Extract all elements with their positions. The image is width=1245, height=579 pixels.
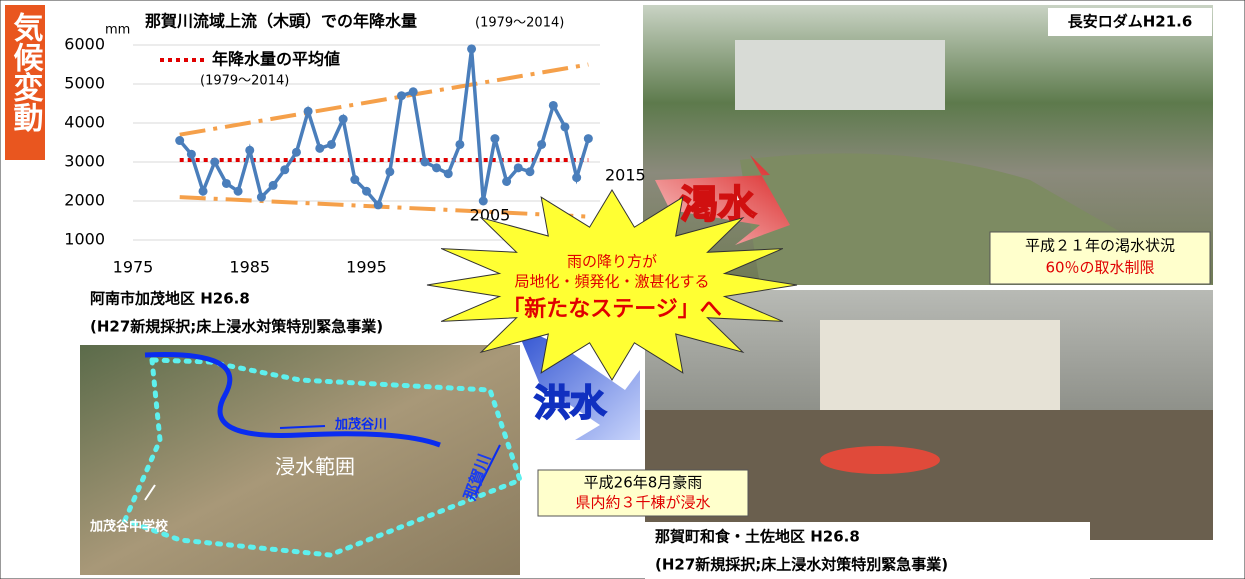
burst-text: 「新たなステージ」へ [502,296,722,322]
data-point [525,167,534,176]
data-point [502,177,511,186]
side-label: 気候変動 [8,12,44,133]
data-point [175,136,184,145]
chart-title: 那賀川流域上流（木頭）での年降水量 [145,12,417,31]
data-point [572,173,581,182]
data-point [269,181,278,190]
data-point [420,158,429,167]
area-note: (H27新規採択;床上浸水対策特別緊急事業) [90,318,383,336]
data-point [549,101,558,110]
area-title: 阿南市加茂地区 H26.8 [90,290,250,308]
data-point [467,44,476,53]
burst-text: 雨の降り方が [567,253,657,271]
data-point [304,107,313,116]
y-unit: mm [105,23,130,38]
data-point [292,148,301,157]
data-point [514,163,523,172]
data-point [560,122,569,131]
rescue-note: (H27新規採択;床上浸水対策特別緊急事業) [655,556,948,574]
callout-text: 県内約３千棟が浸水 [575,494,710,512]
data-point [455,140,464,149]
data-point [409,87,418,96]
data-point [257,193,266,202]
x-tick-label: 1975 [113,258,154,277]
rescue-title: 那賀町和食・土佐地区 H26.8 [655,528,860,546]
data-point [350,175,359,184]
data-point [397,91,406,100]
data-point [444,169,453,178]
legend-note: (1979～2014) [200,74,289,89]
data-point [385,167,394,176]
dam-caption: 長安ロダムH21.6 [1068,13,1193,31]
y-tick-label: 4000 [64,113,105,132]
data-point [584,134,593,143]
data-point [187,150,196,159]
river-label: 加茂谷川 [334,417,387,433]
flood-label: 洪水 [534,383,607,424]
dam-structure [735,40,945,110]
y-tick-label: 2000 [64,191,105,210]
annotation: 2015 [605,166,646,185]
callout-text: 平成２１年の渇水状況 [1025,237,1175,255]
house [820,320,1060,410]
legend-label: 年降水量の平均値 [212,50,340,69]
page: 気候変動 長安ロダムH21.6 平成２１年の渇水状況 60％の取水制限 加茂谷川… [0,0,1245,579]
y-tick-label: 1000 [64,230,105,249]
data-point [479,197,488,206]
data-point [362,187,371,196]
data-point [327,140,336,149]
callout-text: 60％の取水制限 [1045,259,1154,277]
drought-label: 渇水 [680,183,757,227]
y-tick-label: 3000 [64,152,105,171]
data-point [245,146,254,155]
data-point [339,115,348,124]
x-tick-label: 1995 [346,258,387,277]
burst-text: 局地化・頻発化・激甚化する [514,273,709,291]
school-label: 加茂谷中学校 [89,519,169,535]
callout-text: 平成26年8月豪雨 [584,474,703,492]
data-point [210,158,219,167]
data-point [432,163,441,172]
y-tick-label: 5000 [64,74,105,93]
data-point [222,179,231,188]
data-point [234,187,243,196]
boat [820,446,940,474]
y-tick-label: 6000 [64,35,105,54]
slide: 気候変動 長安ロダムH21.6 平成２１年の渇水状況 60％の取水制限 加茂谷川… [0,0,1245,579]
chart-subtitle: (1979～2014) [475,16,564,31]
data-point [280,165,289,174]
data-point [490,134,499,143]
data-point [537,140,546,149]
data-point [374,200,383,209]
data-point [315,144,324,153]
x-tick-label: 1985 [229,258,270,277]
data-point [199,187,208,196]
area-label: 浸水範囲 [275,455,355,479]
